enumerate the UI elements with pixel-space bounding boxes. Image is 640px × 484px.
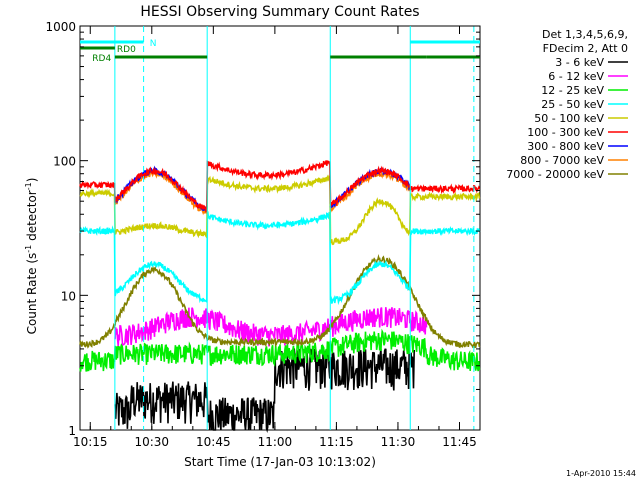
x-tick-label: 11:30: [381, 435, 416, 449]
series-line: [79, 328, 481, 372]
flag-label: RD0: [117, 45, 136, 55]
legend-label: 50 - 100 keV: [534, 112, 604, 125]
x-tick-label: 10:30: [134, 435, 169, 449]
y-axis-label: Count Rate (s-1 detector-1): [24, 178, 39, 335]
footer-date: 1-Apr-2010 15:44: [566, 469, 636, 478]
chart-title: HESSI Observing Summary Count Rates: [140, 4, 419, 20]
legend-label: 25 - 50 keV: [541, 98, 604, 111]
legend-header: FDecim 2, Att 0: [543, 42, 628, 55]
plot-border: [79, 25, 481, 431]
x-tick-label: 10:45: [196, 435, 231, 449]
x-axis-label: Start Time (17-Jan-03 10:13:02): [184, 455, 376, 469]
axes-layer: 10:15 10:30 10:45 11:00 11:15 11:30 11:45 1 10 10…: [45, 20, 481, 449]
svg-text:Count Rate (s-1 detector-1): Count Rate (s-1 detector-1): [24, 178, 39, 335]
legend-label: 12 - 25 keV: [541, 84, 604, 97]
legend-label: 800 - 7000 keV: [520, 154, 604, 167]
x-tick-label: 11:15: [319, 435, 354, 449]
series-line: [79, 253, 481, 350]
x-tick-label: 11:00: [258, 435, 293, 449]
legend-label: 7000 - 20000 keV: [506, 168, 604, 181]
y-tick-label: 1: [68, 424, 76, 438]
legend-label: 100 - 300 keV: [527, 126, 604, 139]
flags-layer: N RD0 RD4: [80, 26, 480, 430]
flag-label: RD4: [92, 54, 111, 64]
legend: Det 1,3,4,5,6,9,FDecim 2, Att 03 - 6 keV…: [506, 28, 628, 181]
x-tick-label: 11:45: [442, 435, 477, 449]
series-line: [79, 210, 481, 306]
series-line: [79, 174, 481, 246]
series-line: [114, 307, 428, 347]
y-tick-label: 100: [53, 155, 76, 169]
x-tick-label: 10:15: [73, 435, 108, 449]
legend-label: 3 - 6 keV: [555, 56, 604, 69]
legend-label: 6 - 12 keV: [548, 70, 604, 83]
y-tick-label: 10: [61, 289, 76, 303]
series-line: [114, 348, 415, 433]
legend-label: 300 - 800 keV: [527, 140, 604, 153]
plot-frame: [79, 25, 481, 431]
legend-header: Det 1,3,4,5,6,9,: [542, 28, 628, 41]
series-layer: [79, 160, 481, 433]
flag-label: N: [150, 39, 157, 49]
series-line: [79, 160, 481, 213]
y-tick-label: 1000: [45, 20, 76, 34]
